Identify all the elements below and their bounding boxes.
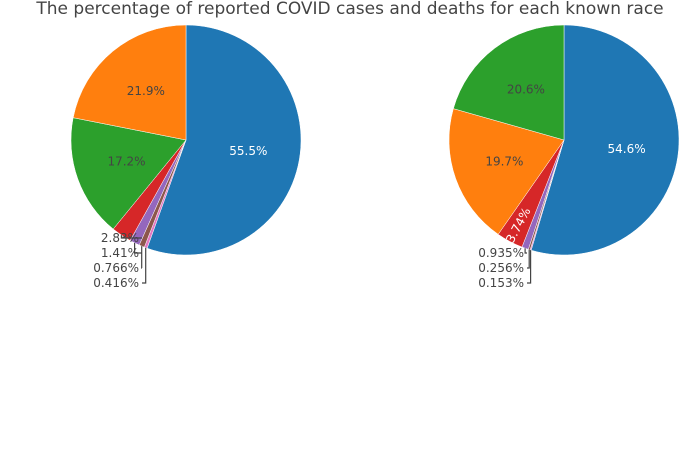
pie-slice[interactable]	[448, 108, 565, 235]
pie-slice[interactable]	[530, 24, 680, 256]
slice-label: 0.256%	[478, 261, 524, 275]
label-leader-line	[524, 248, 527, 254]
slice-label: 54.6%	[608, 142, 646, 156]
slice-label: 20.6%	[507, 83, 545, 97]
label-leader-line	[120, 235, 142, 239]
label-leader-line	[134, 242, 142, 254]
slice-label: 1.41%	[101, 246, 139, 260]
slice-label: 2.83%	[101, 231, 139, 245]
slice-label: 55.5%	[229, 144, 267, 158]
slice-label: 17.2%	[107, 154, 145, 168]
slice-label: 0.153%	[478, 276, 524, 290]
slice-label: 19.7%	[485, 154, 523, 168]
label-leader-line	[527, 250, 532, 284]
slice-label: 0.416%	[93, 276, 139, 290]
pie-slice[interactable]	[70, 117, 187, 230]
slice-label: 0.766%	[93, 261, 139, 275]
pie-slice[interactable]	[453, 24, 565, 141]
slice-label: 21.9%	[127, 84, 165, 98]
pie-slice[interactable]	[146, 24, 302, 256]
slice-label: 0.935%	[478, 246, 524, 260]
chart-title: The percentage of reported COVID cases a…	[35, 0, 663, 19]
pie-slice[interactable]	[72, 24, 187, 141]
label-leader-line	[527, 249, 530, 269]
pie-chart-deaths: 54.6%3.74%19.7%20.6%0.935%0.256%0.153%	[448, 24, 680, 290]
label-leader-line	[142, 247, 147, 284]
pie-chart-cases: 55.5% 17.2% 21.9% 2.83%1.41%0.766%0.416%	[70, 24, 302, 290]
